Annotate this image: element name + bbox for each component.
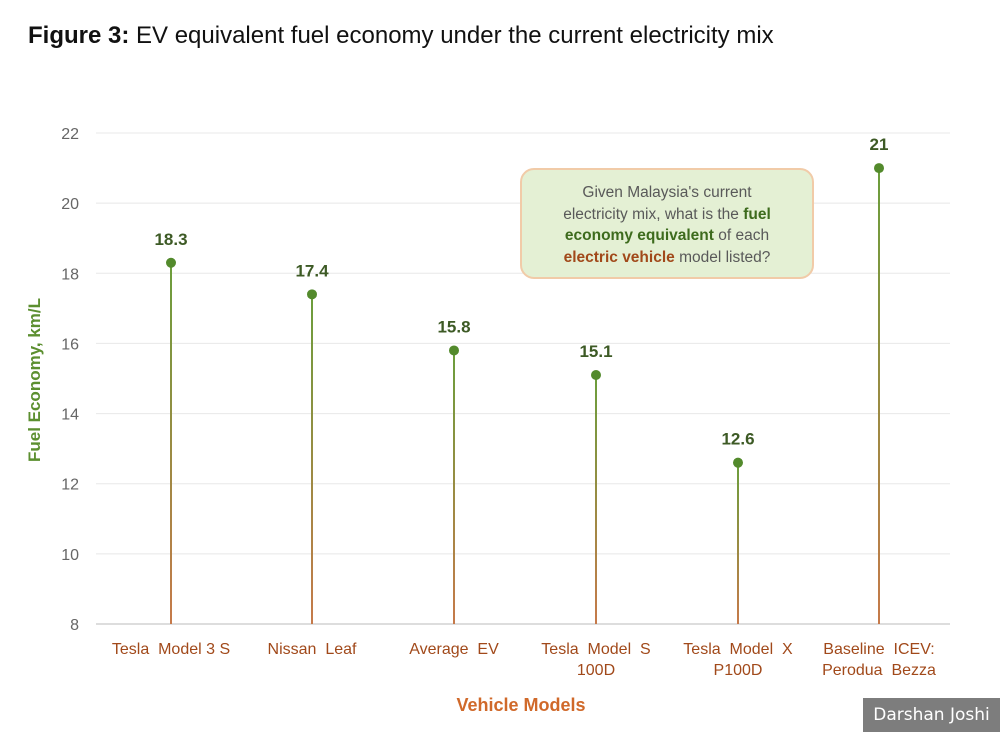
y-tick-label: 8 (70, 617, 79, 634)
y-tick-label: 18 (61, 266, 79, 283)
callout-highlight-fuel: fuel (743, 205, 771, 223)
lollipop-marker (874, 163, 884, 174)
y-tick-label: 12 (61, 477, 79, 494)
lollipop-stem (311, 294, 313, 624)
callout-highlight-economy: economy equivalent (564, 227, 714, 244)
callout-text-4: model listed? (674, 248, 771, 266)
category-label: Baseline ICEV: (823, 641, 934, 658)
y-tick-label: 10 (61, 547, 79, 564)
value-label: 12.6 (721, 430, 754, 449)
category-label: Perodua Bezza (822, 662, 936, 679)
callout-box: Given Malaysia's current electricity mix… (520, 168, 814, 279)
category-label: Average EV (409, 641, 499, 658)
value-label: 21 (870, 135, 889, 154)
callout-text-2: electricity mix, what is the (563, 205, 744, 223)
category-label: Tesla Model S (541, 641, 650, 658)
y-tick-label: 20 (61, 196, 79, 213)
figure-label: Figure 3: (28, 22, 130, 49)
author-credit: Darshan Joshi (863, 698, 1000, 732)
lollipop-marker (449, 345, 459, 356)
callout-highlight-ev: electric vehicle (563, 248, 675, 266)
callout-text-1: Given Malaysia's current (582, 184, 752, 201)
category-labels: Tesla Model 3 S Nissan Leaf Average EV Tesl… (112, 641, 936, 679)
lollipop-stem (170, 262, 172, 624)
y-tick-label: 22 (61, 126, 79, 143)
lollipop-stem (595, 374, 597, 624)
y-axis-label: Fuel Economy, km/L (25, 298, 44, 462)
lollipop-marker (307, 289, 317, 300)
stems (170, 168, 880, 625)
category-label: P100D (714, 662, 763, 679)
category-label: Nissan Leaf (268, 641, 357, 658)
category-label: 100D (577, 662, 615, 679)
value-label: 15.8 (437, 317, 470, 336)
figure-title: Figure 3: EV equivalent fuel economy und… (28, 22, 774, 50)
value-label: 17.4 (295, 261, 329, 280)
lollipop-marker (166, 257, 176, 268)
lollipop-stem (878, 168, 880, 625)
lollipop-marker (733, 457, 743, 468)
category-label: Tesla Model 3 S (112, 641, 230, 658)
markers (166, 163, 884, 468)
value-label: 18.3 (154, 230, 187, 249)
value-label: 15.1 (579, 342, 612, 361)
callout-text-3: of each (713, 227, 770, 244)
lollipop-stem (737, 462, 739, 624)
lollipop-marker (591, 369, 601, 380)
figure-caption: EV equivalent fuel economy under the cur… (136, 22, 774, 49)
category-label: Tesla Model X (683, 641, 793, 658)
lollipop-stem (453, 350, 455, 624)
y-axis-ticks: 8 10 12 14 16 18 20 22 (61, 126, 79, 634)
x-axis-label: Vehicle Models (456, 695, 585, 715)
value-labels: 18.3 17.4 15.8 15.1 12.6 21 (154, 135, 888, 449)
y-tick-label: 16 (61, 336, 79, 353)
y-tick-label: 14 (61, 407, 79, 424)
